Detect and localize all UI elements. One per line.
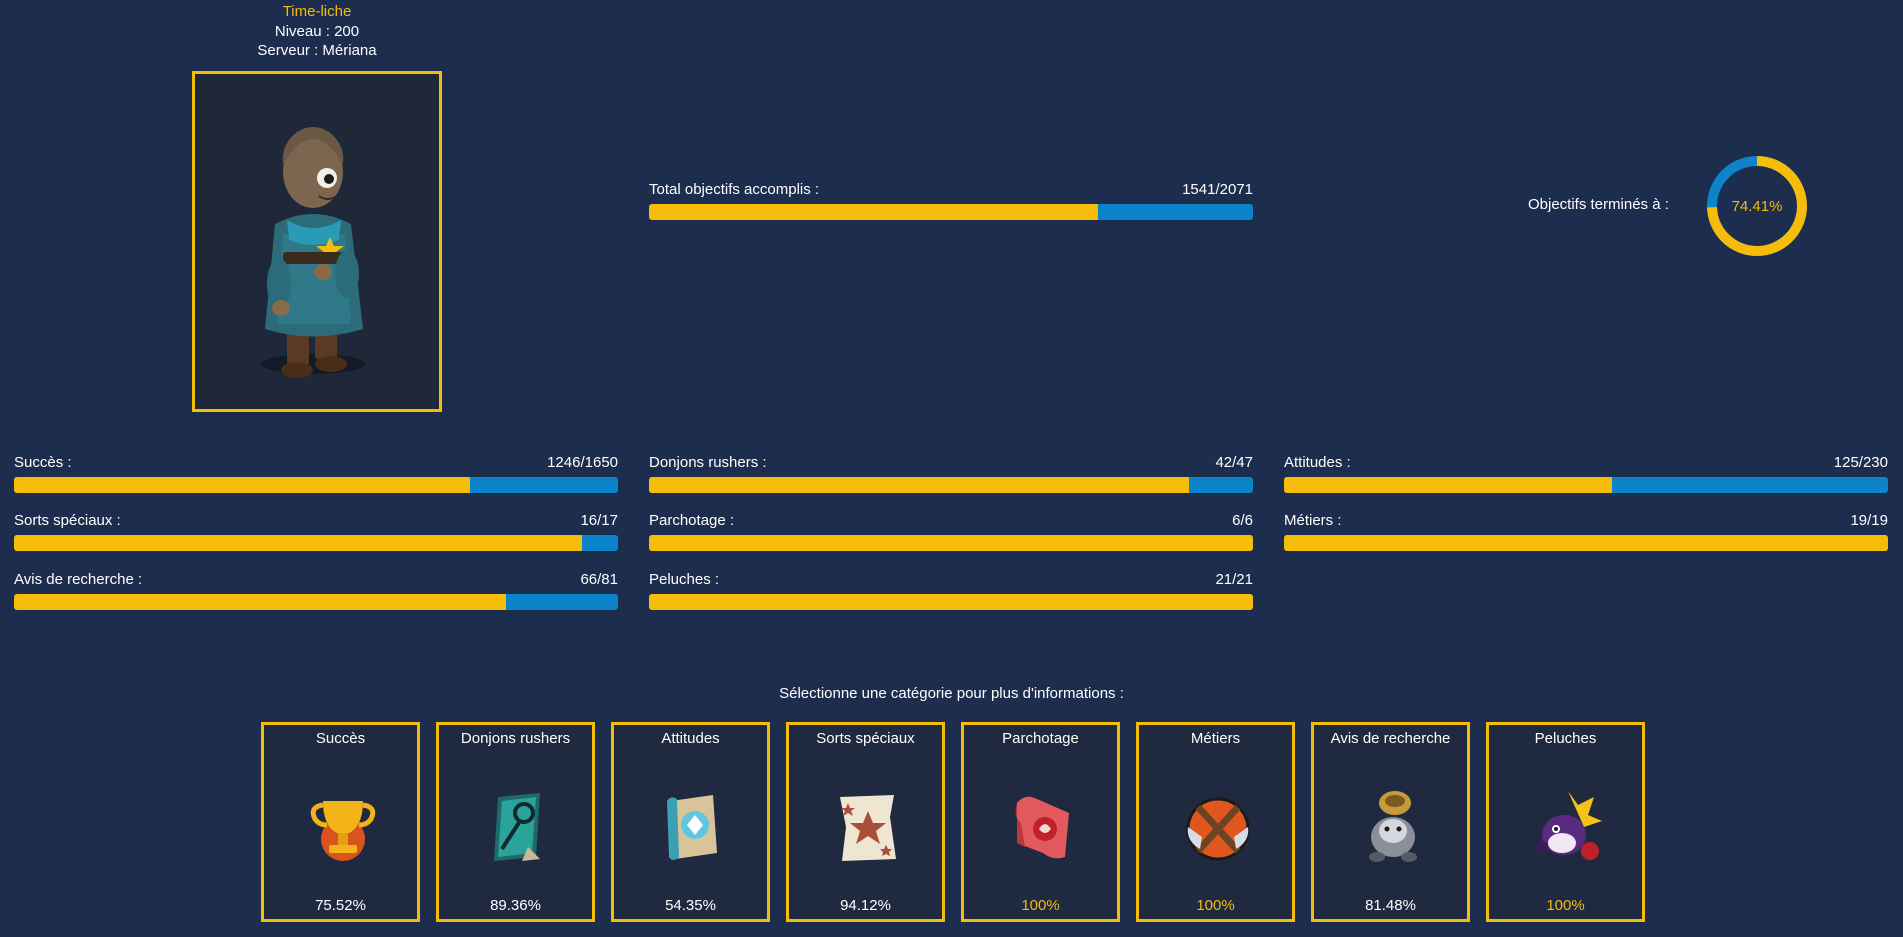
completion-percent: 74.41% — [1731, 197, 1783, 215]
stat-bar — [14, 477, 618, 493]
stat-bar — [649, 477, 1253, 493]
stat-value: 42/47 — [1215, 454, 1253, 471]
total-objectives-stat: Total objectifs accomplis : 1541/2071 — [649, 181, 1253, 220]
category-title: Peluches — [1534, 730, 1597, 747]
stat-value: 66/81 — [580, 571, 618, 588]
wanted-creature-icon — [1369, 791, 1417, 862]
category-percent: 94.12% — [840, 897, 891, 914]
trophy-icon — [310, 801, 376, 861]
stat-donjons-rushers: Donjons rushers : 42/47 — [649, 454, 1253, 493]
stat-label: Succès : — [14, 454, 72, 471]
category-title: Sorts spéciaux — [816, 730, 915, 747]
total-objectives-value: 1541/2071 — [1182, 181, 1253, 198]
total-objectives-bar-fill — [649, 204, 1099, 220]
stat-bar — [1284, 535, 1888, 551]
stat-value: 16/17 — [580, 512, 618, 529]
category-card-succes[interactable]: Succès 75.52% — [261, 722, 420, 922]
stat-label: Parchotage : — [649, 512, 735, 529]
attitude-scroll-icon — [667, 795, 717, 860]
stat-label: Donjons rushers : — [649, 454, 767, 471]
category-card-parchotage[interactable]: Parchotage 100% — [961, 722, 1120, 922]
category-card-metiers[interactable]: Métiers 100% — [1136, 722, 1295, 922]
stat-bar — [649, 535, 1253, 551]
total-objectives-label: Total objectifs accomplis : — [649, 181, 820, 198]
completion-label: Objectifs terminés à : — [1528, 196, 1669, 213]
star-scroll-icon — [840, 795, 896, 861]
character-server: Serveur : Mériana — [257, 42, 377, 59]
stat-label: Attitudes : — [1284, 454, 1351, 471]
stat-label: Avis de recherche : — [14, 571, 143, 588]
stat-parchotage: Parchotage : 6/6 — [649, 512, 1253, 551]
category-title: Avis de recherche — [1330, 730, 1451, 747]
category-percent: 81.48% — [1365, 897, 1416, 914]
stat-label: Peluches : — [649, 571, 720, 588]
total-objectives-bar — [649, 204, 1253, 220]
completion-donut-arc — [1707, 156, 1807, 256]
stat-value: 21/21 — [1215, 571, 1253, 588]
stat-bar — [1284, 477, 1888, 493]
completion-donut — [1707, 156, 1807, 256]
stat-metiers: Métiers : 19/19 — [1284, 512, 1888, 551]
character-portrait — [192, 71, 442, 412]
category-percent: 100% — [1546, 897, 1585, 914]
stat-value: 19/19 — [1850, 512, 1888, 529]
stat-sorts-speciaux: Sorts spéciaux : 16/17 — [14, 512, 618, 551]
category-prompt: Sélectionne une catégorie pour plus d'in… — [779, 685, 1124, 702]
stat-bar-fill — [1284, 535, 1888, 551]
stat-bar-fill — [14, 594, 507, 610]
stat-bar-fill — [14, 535, 583, 551]
stat-label: Sorts spéciaux : — [14, 512, 121, 529]
plush-icon — [1536, 791, 1602, 860]
stat-succes: Succès : 1246/1650 — [14, 454, 618, 493]
character-profile: Time-liche Niveau : 200 Serveur : Mérian… — [192, 0, 442, 60]
category-card-sorts-speciaux[interactable]: Sorts spéciaux 94.12% — [786, 722, 945, 922]
stat-bar — [14, 535, 618, 551]
red-scroll-icon — [1015, 796, 1069, 859]
stat-label: Métiers : — [1284, 512, 1342, 529]
category-title: Métiers — [1190, 730, 1241, 747]
category-card-avis-de-recherche[interactable]: Avis de recherche 81.48% — [1311, 722, 1470, 922]
stat-attitudes: Attitudes : 125/230 — [1284, 454, 1888, 493]
stat-bar-fill — [1284, 477, 1613, 493]
crossed-tools-icon — [1186, 797, 1250, 861]
stat-bar — [14, 594, 618, 610]
category-title: Donjons rushers — [460, 730, 571, 747]
stat-value: 1246/1650 — [547, 454, 618, 471]
category-card-attitudes[interactable]: Attitudes 54.35% — [611, 722, 770, 922]
category-percent: 100% — [1196, 897, 1235, 914]
category-percent: 54.35% — [665, 897, 716, 914]
category-title: Parchotage — [1002, 730, 1079, 747]
category-title: Succès — [315, 730, 366, 747]
stat-peluches: Peluches : 21/21 — [649, 571, 1253, 610]
category-title: Attitudes — [661, 730, 720, 747]
category-card-donjons-rushers[interactable]: Donjons rushers 89.36% — [436, 722, 595, 922]
stat-bar — [649, 594, 1253, 610]
stat-value: 6/6 — [1232, 512, 1253, 529]
dungeon-key-icon — [494, 793, 540, 861]
stat-bar-fill — [649, 477, 1189, 493]
stat-value: 125/230 — [1833, 454, 1888, 471]
stat-bar-fill — [14, 477, 471, 493]
character-name: Time-liche — [282, 3, 352, 20]
category-percent: 89.36% — [490, 897, 541, 914]
category-percent: 100% — [1021, 897, 1060, 914]
stat-bar-fill — [649, 535, 1253, 551]
stat-bar-fill — [649, 594, 1253, 610]
category-card-peluches[interactable]: Peluches 100% — [1486, 722, 1645, 922]
stat-avis-de-recherche: Avis de recherche : 66/81 — [14, 571, 618, 610]
character-level: Niveau : 200 — [274, 23, 360, 40]
category-percent: 75.52% — [315, 897, 366, 914]
